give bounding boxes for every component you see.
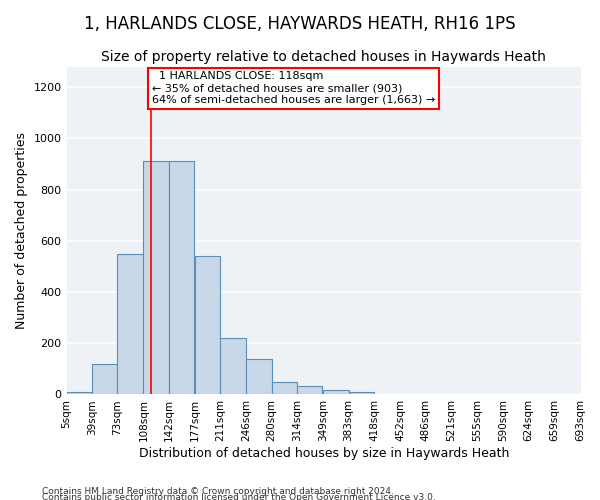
Bar — [143, 162, 169, 394]
Bar — [117, 254, 143, 394]
Text: 1 HARLANDS CLOSE: 118sqm
← 35% of detached houses are smaller (903)
64% of semi-: 1 HARLANDS CLOSE: 118sqm ← 35% of detach… — [152, 72, 436, 104]
Bar — [220, 338, 245, 394]
Bar — [92, 364, 117, 394]
Title: Size of property relative to detached houses in Haywards Heath: Size of property relative to detached ho… — [101, 50, 546, 64]
Text: 1, HARLANDS CLOSE, HAYWARDS HEATH, RH16 1PS: 1, HARLANDS CLOSE, HAYWARDS HEATH, RH16 … — [84, 15, 516, 33]
Bar — [272, 382, 297, 394]
Text: Contains public sector information licensed under the Open Government Licence v3: Contains public sector information licen… — [42, 492, 436, 500]
Bar — [195, 256, 220, 394]
Bar — [67, 392, 92, 394]
Bar — [323, 390, 349, 394]
Bar — [247, 358, 272, 394]
Bar — [169, 162, 194, 394]
Y-axis label: Number of detached properties: Number of detached properties — [15, 132, 28, 329]
Text: Contains HM Land Registry data © Crown copyright and database right 2024.: Contains HM Land Registry data © Crown c… — [42, 486, 394, 496]
Bar — [349, 392, 374, 394]
Bar — [297, 386, 322, 394]
X-axis label: Distribution of detached houses by size in Haywards Heath: Distribution of detached houses by size … — [139, 447, 509, 460]
